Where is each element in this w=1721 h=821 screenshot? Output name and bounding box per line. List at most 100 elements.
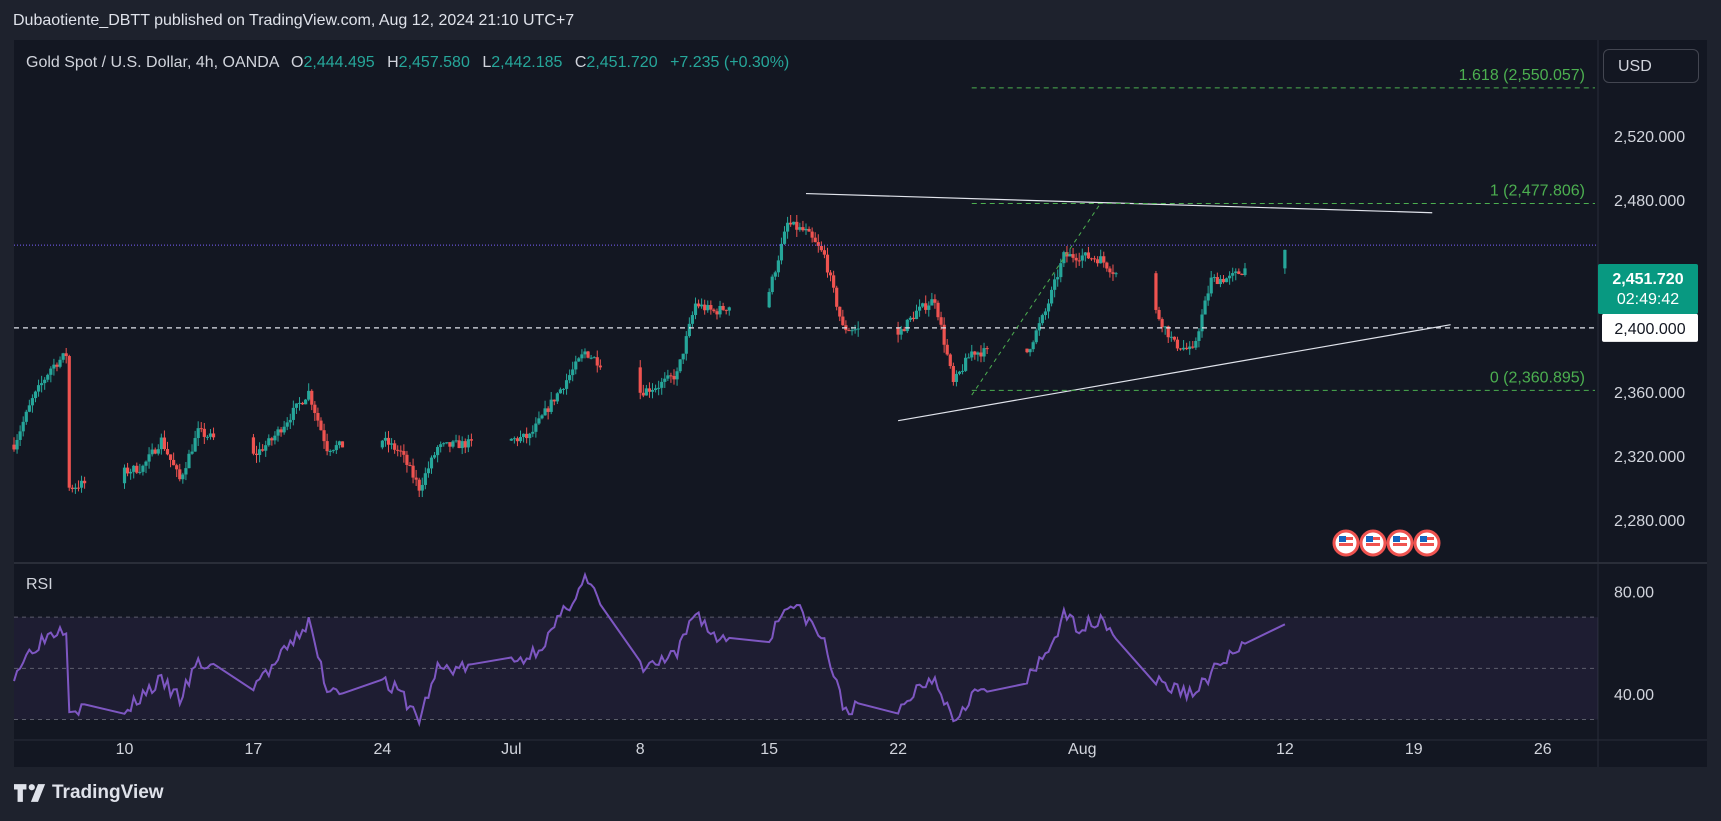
candle-body [76,487,81,489]
currency-button[interactable]: USD [1603,49,1699,83]
flag-stripe [1366,543,1380,546]
us-event-flag-icon [1359,529,1387,557]
candle-body [1181,347,1186,350]
time-tick-label: Aug [1068,741,1096,758]
candle-body [414,477,418,480]
candle-body [36,385,41,392]
candle-body [580,354,584,359]
candle-body [150,449,154,455]
candle-body [282,426,286,433]
candle-body [653,388,658,391]
candle-body [785,222,790,232]
candle-body [1062,252,1066,264]
high-value: 2,457.580 [398,54,470,71]
candle-body [1040,315,1044,324]
candle-body [1194,340,1198,348]
candle-body [939,317,943,325]
candle-body [549,399,553,412]
candle-body [586,351,590,358]
candle-body [583,351,587,355]
candle-body [537,418,541,424]
tradingview-brand: TradingView [14,782,164,804]
candle-body [1157,309,1161,320]
time-tick-label: 12 [1276,741,1294,758]
rsi-title: RSI [26,576,53,593]
level-price-tag [1602,313,1698,342]
fib-level-label: 1 (2,477.806) [1490,182,1585,199]
candle-body [273,435,277,441]
candle-body [982,348,986,357]
candle-body [426,468,431,474]
candle-body [792,221,796,225]
candle-body [644,388,648,396]
candle-body [515,438,520,442]
candle-body [138,471,142,473]
candle-body [905,319,909,332]
candle-body [285,422,289,427]
candle-body [1071,254,1075,258]
candle-body [325,441,329,452]
candle-body [454,440,458,442]
candle-body [144,461,148,466]
candle-body [681,353,685,360]
candle-body [193,438,197,452]
candle-body [251,437,256,454]
candle-body [696,303,701,307]
candle-body [1218,278,1223,285]
candle-body [463,441,467,448]
candle-body [1200,314,1204,332]
candle-body [436,446,440,456]
candle-body [380,440,384,448]
candle-body [1065,252,1069,257]
candle-body [564,380,569,389]
flag-canton [1366,536,1373,542]
candle-body [954,373,959,382]
candle-body [773,272,777,277]
candle-body [1031,342,1035,350]
candle-body [856,328,860,330]
candle-body [835,287,839,307]
candle-body [942,324,946,345]
candle-body [770,276,774,293]
candle-body [546,408,550,412]
flag-stripe [1420,543,1434,546]
candle-body [568,375,572,381]
candle-body [211,433,216,438]
candle-body [1086,252,1091,259]
candle-body [1197,331,1201,341]
candle-body [1111,272,1115,274]
candle-body [1191,346,1195,348]
candle-body [1077,260,1081,262]
candle-body [393,443,397,450]
candle-body [420,484,424,491]
candle-body [908,317,912,320]
candle-body [776,260,780,273]
candle-body [156,449,160,454]
candle-body [175,465,179,470]
price-tick-label: 2,520.000 [1614,129,1685,146]
candle-body [469,439,473,441]
candle-body [279,429,283,433]
candle-body [1102,256,1106,263]
candle-body [1154,273,1158,310]
candle-body [135,465,139,473]
candle-body [1178,348,1183,350]
candle-body [307,390,311,400]
candle-body [208,433,213,437]
candle-body [254,453,259,455]
candle-body [574,361,578,370]
candle-body [927,305,931,310]
change-value: +7.235 (+0.30%) [670,54,790,71]
candle-body [1185,347,1189,350]
candle-body [798,227,802,230]
candle-body [660,381,664,388]
candle-body [509,438,513,441]
time-tick-label: Jul [501,741,521,758]
candle-body [442,443,446,445]
candle-body [40,383,44,386]
candle-body [383,437,388,441]
rsi-tick-label: 40.00 [1614,687,1654,704]
candle-body [832,275,836,288]
ohlc-legend: Gold Spot / U.S. Dollar, 4h, OANDA O2,44… [26,54,789,72]
